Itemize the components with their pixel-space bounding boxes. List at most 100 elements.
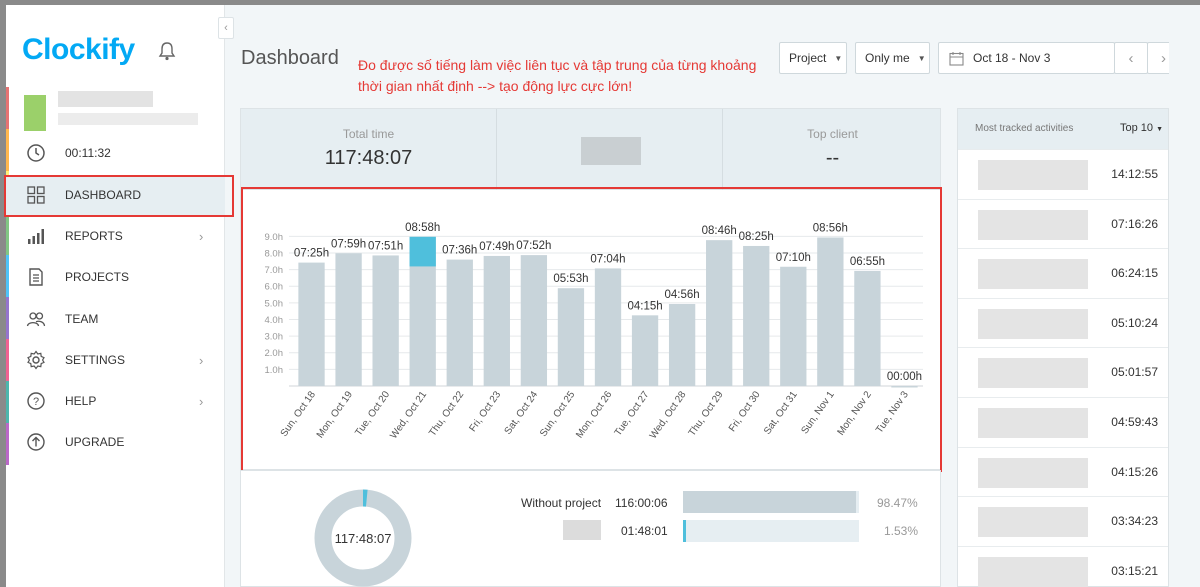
bar bbox=[743, 245, 770, 386]
bar-data-label: 00:00h bbox=[887, 371, 922, 383]
activity-row[interactable]: 03:15:21 bbox=[958, 545, 1168, 587]
chevron-right-icon: › bbox=[1161, 49, 1166, 67]
highlight-box-chart bbox=[241, 187, 942, 472]
activity-name-blurred bbox=[978, 358, 1088, 389]
bar bbox=[780, 266, 807, 386]
workspace-avatar-blurred[interactable] bbox=[24, 87, 219, 135]
svg-text:?: ? bbox=[33, 396, 39, 408]
sidebar-item-reports[interactable]: REPORTS › bbox=[6, 216, 225, 256]
bar bbox=[557, 288, 585, 386]
bar bbox=[594, 268, 622, 386]
donut-total: 117:48:07 bbox=[334, 531, 392, 546]
bar bbox=[854, 270, 881, 386]
project-breakdown-panel: 117:48:07 Without project 116:00:06 98.4… bbox=[240, 470, 941, 587]
activity-name-blurred bbox=[978, 259, 1088, 290]
bar-data-label: 07:52h bbox=[516, 240, 551, 252]
clock-icon bbox=[27, 144, 45, 162]
activity-name-blurred bbox=[978, 308, 1088, 339]
bar-data-label: 07:25h bbox=[294, 248, 329, 260]
bar-data-label: 04:15h bbox=[627, 300, 662, 312]
top-client-value: -- bbox=[825, 147, 840, 169]
sidebar-item-label: DASHBOARD bbox=[65, 188, 142, 202]
bar bbox=[706, 240, 733, 386]
sidebar-item-label: SETTINGS bbox=[65, 353, 126, 367]
activity-row[interactable]: 04:15:26 bbox=[958, 446, 1168, 496]
activity-row[interactable]: 04:59:43 bbox=[958, 397, 1168, 446]
sidebar: Clockify 00:11:32 DASHBOARD REPORTS › PR… bbox=[6, 5, 225, 587]
timer-value: 00:11:32 bbox=[65, 146, 111, 160]
activity-row[interactable]: 05:01:57 bbox=[958, 347, 1168, 396]
bar-data-label: 07:51h bbox=[368, 240, 403, 252]
chevron-right-icon: › bbox=[199, 228, 204, 244]
y-tick-label: 9.0h bbox=[265, 232, 284, 243]
gear-icon bbox=[27, 350, 45, 370]
project-dropdown-label: Project bbox=[789, 51, 827, 65]
scope-dropdown-label: Only me bbox=[865, 51, 910, 65]
accent-segment bbox=[6, 255, 9, 297]
bar bbox=[668, 304, 696, 386]
activity-row[interactable]: 03:34:23 bbox=[958, 496, 1168, 545]
sidebar-item-upgrade[interactable]: UPGRADE bbox=[6, 422, 225, 462]
activity-time: 05:10:24 bbox=[1111, 315, 1158, 330]
caret-down-icon: ▼ bbox=[834, 53, 843, 63]
bar-data-label: 07:36h bbox=[442, 245, 477, 257]
collapse-sidebar-button[interactable]: ‹ bbox=[218, 17, 234, 39]
project-name-blurred bbox=[563, 520, 601, 540]
top-filter-dropdown[interactable]: Top 10 ▼ bbox=[1120, 122, 1163, 134]
breakdown-row-time: 116:00:06 bbox=[615, 496, 668, 510]
activities-title: Most tracked activities bbox=[975, 123, 1074, 134]
bar bbox=[483, 255, 510, 386]
y-tick-label: 6.0h bbox=[265, 282, 284, 293]
activity-time: 14:12:55 bbox=[1111, 167, 1158, 181]
y-tick-label: 5.0h bbox=[265, 298, 284, 309]
sidebar-item-projects[interactable]: PROJECTS bbox=[6, 257, 225, 297]
sidebar-item-team[interactable]: TEAM bbox=[6, 299, 225, 339]
sidebar-item-label: UPGRADE bbox=[65, 435, 125, 449]
chevron-left-icon: ‹ bbox=[1128, 49, 1134, 67]
window-right-margin bbox=[1169, 5, 1200, 587]
accent-segment bbox=[6, 129, 9, 171]
activity-time: 03:15:21 bbox=[1111, 563, 1158, 578]
activity-row[interactable]: 07:16:26 bbox=[958, 198, 1168, 248]
activity-name-blurred bbox=[978, 507, 1088, 538]
bar bbox=[335, 253, 362, 386]
bell-icon[interactable] bbox=[158, 41, 176, 61]
breakdown-bar bbox=[683, 520, 859, 542]
activity-row[interactable]: 05:10:24 bbox=[958, 297, 1168, 347]
highlight-box-dashboard bbox=[4, 175, 234, 217]
accent-segment bbox=[6, 213, 9, 255]
bar bbox=[372, 255, 399, 386]
page-title: Dashboard bbox=[241, 47, 339, 69]
date-range-picker[interactable]: Oct 18 - Nov 3 bbox=[938, 42, 1115, 74]
sidebar-item-help[interactable]: ? HELP › bbox=[6, 381, 225, 421]
sidebar-item-dashboard[interactable]: DASHBOARD bbox=[6, 175, 225, 215]
top-filter-label: Top 10 bbox=[1120, 122, 1154, 134]
activity-time: 05:01:57 bbox=[1111, 365, 1158, 380]
team-icon bbox=[26, 312, 46, 327]
bar-data-label: 05:53h bbox=[553, 273, 588, 285]
activity-row[interactable]: 06:24:15 bbox=[958, 248, 1168, 297]
bar-data-label: 08:25h bbox=[739, 231, 774, 243]
activity-name-blurred bbox=[978, 160, 1088, 190]
breakdown-row-percent: 1.53% bbox=[884, 524, 919, 538]
top-client-label: Top client bbox=[807, 127, 858, 141]
scope-dropdown[interactable]: Only me ▼ bbox=[855, 42, 930, 74]
app-logo[interactable]: Clockify bbox=[22, 33, 135, 67]
most-tracked-activities-panel: Most tracked activities Top 10 ▼ 14:12:5… bbox=[957, 108, 1169, 587]
activity-row[interactable]: 14:12:55 bbox=[958, 149, 1168, 198]
activity-time: 06:24:15 bbox=[1111, 266, 1158, 281]
activity-name-blurred bbox=[978, 209, 1088, 240]
logo-text: lockify bbox=[43, 33, 135, 66]
accent-segment bbox=[6, 87, 9, 129]
sidebar-item-label: PROJECTS bbox=[65, 270, 130, 284]
bar bbox=[631, 315, 659, 386]
sidebar-item-settings[interactable]: SETTINGS › bbox=[6, 340, 225, 380]
timer-item[interactable]: 00:11:32 bbox=[6, 133, 225, 173]
upgrade-icon bbox=[27, 433, 45, 451]
sidebar-item-label: TEAM bbox=[65, 312, 99, 326]
prev-period-button[interactable]: ‹ bbox=[1114, 42, 1148, 74]
project-dropdown[interactable]: Project ▼ bbox=[779, 42, 847, 74]
bar-data-label: 08:56h bbox=[813, 222, 848, 234]
bar-data-label: 07:59h bbox=[331, 238, 366, 250]
activity-name-blurred bbox=[978, 556, 1088, 587]
